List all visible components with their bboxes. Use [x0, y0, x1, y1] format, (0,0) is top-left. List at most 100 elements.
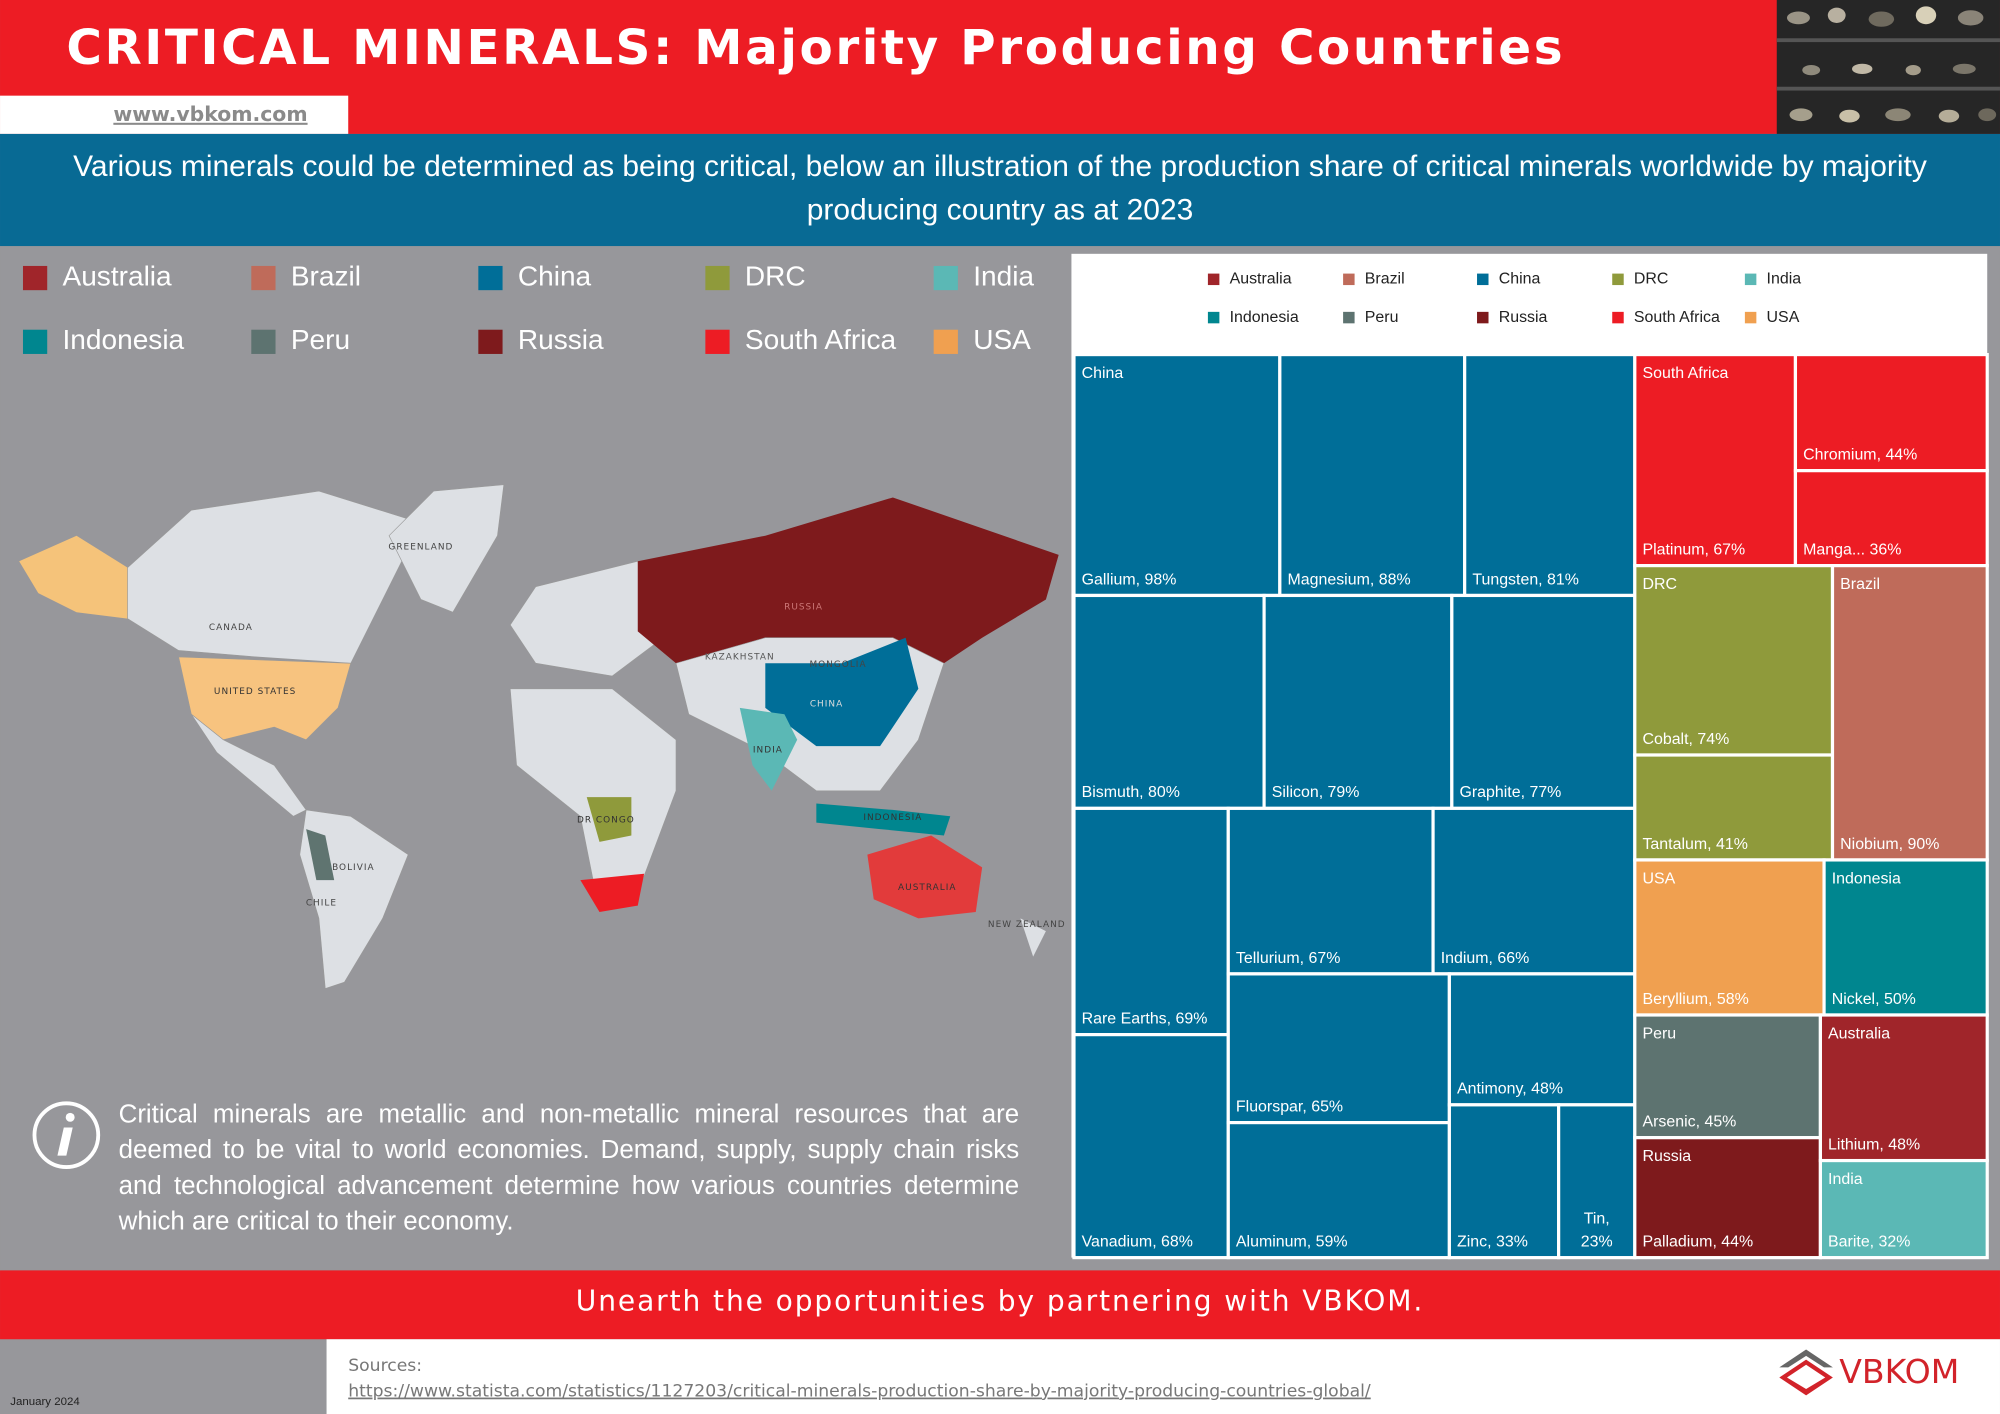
intro-band [0, 133, 2000, 247]
legend-label: Indonesia [63, 324, 185, 355]
footer-band [0, 1270, 2000, 1340]
legend-label: Brazil [1365, 271, 1405, 288]
tile-label: Barite, 32% [1828, 1234, 1910, 1251]
treemap-tile [1072, 806, 1230, 1037]
intro-text: Various minerals could be determined as … [73, 149, 1927, 226]
group-label: Peru [1642, 1025, 1676, 1042]
legend-swatch [1612, 273, 1624, 286]
map-label: INDONESIA [863, 813, 922, 823]
tile-label: Vanadium, 68% [1082, 1234, 1193, 1251]
source-link[interactable]: https://www.statista.com/statistics/1127… [348, 1382, 1371, 1402]
legend-swatch [251, 265, 276, 291]
legend-swatch [1207, 311, 1220, 324]
legend-swatch [22, 329, 48, 354]
legend-label: USA [1767, 309, 1800, 326]
legend-swatch [251, 329, 276, 354]
tile-label: Indium, 66% [1441, 950, 1530, 967]
treemap-tile [1226, 806, 1435, 976]
legend-label: Peru [291, 324, 350, 355]
legend-swatch [1343, 273, 1355, 286]
legend-label: DRC [1634, 271, 1669, 288]
legend-label: South Africa [1634, 309, 1720, 326]
tile-label: Bismuth, 80% [1082, 784, 1180, 801]
legend-swatch [478, 265, 503, 291]
tile-label: Chromium, 44% [1803, 447, 1917, 464]
legend-label: Peru [1365, 309, 1399, 326]
legend-label: Australia [63, 260, 173, 291]
treemap-tile [1633, 1013, 1822, 1140]
tile-label: Tungsten, 81% [1472, 571, 1579, 588]
website-link[interactable]: www.vbkom.com [113, 102, 307, 126]
tile-label: Zinc, 33% [1457, 1234, 1528, 1251]
tile-label: Nickel, 50% [1832, 991, 1916, 1008]
treemap-tile [1072, 352, 1282, 598]
treemap-tile [1463, 352, 1637, 598]
tile-label: Magnesium, 88% [1287, 571, 1410, 588]
treemap-tile [1226, 1121, 1451, 1260]
tile-label: Arsenic, 45% [1642, 1114, 1736, 1131]
treemap-tile [1633, 753, 1835, 862]
legend-label: Russia [1499, 309, 1548, 326]
legend-label: Russia [518, 324, 604, 355]
tile-label: Silicon, 79% [1272, 784, 1360, 801]
map-label: KAZAKHSTAN [705, 652, 775, 662]
legend-swatch [1744, 273, 1757, 286]
logo-mark [1779, 1349, 1833, 1396]
website-box [0, 95, 349, 134]
tile-label: Antimony, 48% [1457, 1081, 1563, 1098]
mineral-photo [1776, 0, 2000, 134]
treemap-tile [1633, 352, 1798, 568]
treemap-tile [1822, 858, 1989, 1017]
info-icon [32, 1101, 101, 1169]
map-label: MONGOLIA [809, 660, 866, 670]
legend-label: India [973, 260, 1034, 291]
tile-label: Cobalt, 74% [1642, 731, 1729, 748]
tile-label: Palladium, 44% [1642, 1234, 1753, 1251]
legend-label: USA [973, 324, 1031, 355]
map-label: CANADA [209, 623, 253, 633]
sources-label: Sources: [348, 1356, 422, 1376]
legend-swatch [1343, 311, 1355, 324]
legend-swatch [22, 265, 48, 291]
treemap-tile [1818, 1158, 1989, 1260]
title: CRITICAL MINERALS: Majority Producing Co… [66, 20, 1565, 76]
treemap-tile [1557, 1103, 1637, 1260]
legend-swatch [933, 329, 958, 354]
treemap-tile [1633, 564, 1835, 757]
world-map: GREENLAND CANADA UNITED STATES RUSSIA KAZAKH… [19, 484, 1065, 989]
legend-label: Indonesia [1230, 309, 1299, 326]
legend-label: South Africa [745, 324, 897, 355]
group-label: Brazil [1840, 576, 1880, 593]
legend-swatch [705, 265, 730, 291]
legend-swatch [1744, 311, 1757, 324]
map-label: CHILE [306, 899, 337, 909]
tile-label: Graphite, 77% [1459, 784, 1561, 801]
intro-box: Various minerals could be determined as … [73, 149, 1927, 226]
legend-swatch [1612, 311, 1624, 324]
map-label: UNITED STATES [214, 687, 296, 697]
treemap-tile [1633, 858, 1826, 1017]
treemap-tile [1072, 1033, 1230, 1260]
group-label: USA [1642, 870, 1675, 887]
tile-label: Beryllium, 58% [1642, 991, 1748, 1008]
date: January 2024 [10, 1396, 80, 1408]
tile-label: Tin, 23% [1581, 1211, 1613, 1251]
treemap-tile [1447, 1103, 1561, 1260]
group-label: DRC [1642, 576, 1677, 593]
map-label: INDIA [753, 745, 783, 755]
map-label: GREENLAND [388, 543, 453, 553]
treemap-tile [1633, 1136, 1822, 1260]
logo-text: VBKOM [1839, 1352, 1959, 1391]
tile-label: Lithium, 48% [1828, 1136, 1920, 1153]
info-box: Critical minerals are metallic and non-m… [119, 1101, 1019, 1236]
tile-label: Manga... 36% [1803, 542, 1901, 559]
legend-swatch [478, 329, 503, 354]
map-label: AUSTRALIA [898, 883, 957, 893]
legend-label: DRC [745, 260, 806, 291]
map-label: RUSSIA [784, 603, 823, 613]
tile-label: Aluminum, 59% [1236, 1234, 1348, 1251]
map-label: BOLIVIA [332, 863, 375, 873]
group-label: Indonesia [1832, 870, 1901, 887]
legend-label: Brazil [291, 260, 361, 291]
